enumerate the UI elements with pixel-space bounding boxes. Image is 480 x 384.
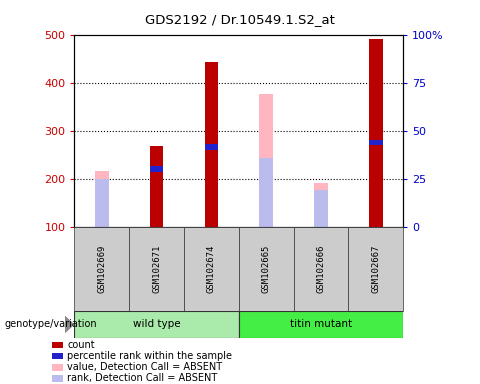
Text: GSM102674: GSM102674 (207, 245, 216, 293)
Text: percentile rank within the sample: percentile rank within the sample (67, 351, 232, 361)
Bar (314, 190, 328, 227)
Bar (150, 146, 164, 227)
Bar (204, 62, 218, 227)
Bar (129, 227, 184, 311)
Bar (52, 376, 63, 382)
Bar (52, 364, 63, 371)
Bar (294, 227, 348, 311)
Bar (259, 94, 273, 227)
Text: titin mutant: titin mutant (290, 319, 352, 329)
Bar (239, 227, 294, 311)
Bar (52, 353, 63, 359)
Bar (204, 144, 218, 150)
Bar (184, 227, 239, 311)
Text: GSM102671: GSM102671 (152, 245, 161, 293)
Text: GSM102667: GSM102667 (372, 245, 380, 293)
Text: wild type: wild type (133, 319, 180, 329)
Text: GSM102669: GSM102669 (97, 245, 106, 293)
Text: GDS2192 / Dr.10549.1.S2_at: GDS2192 / Dr.10549.1.S2_at (145, 13, 335, 26)
Bar (369, 40, 383, 227)
Bar (95, 179, 108, 227)
Text: count: count (67, 340, 95, 350)
Bar (150, 166, 164, 172)
Text: GSM102666: GSM102666 (316, 245, 325, 293)
Bar (74, 311, 239, 338)
Bar (369, 140, 383, 146)
Bar (52, 342, 63, 348)
Bar (239, 311, 403, 338)
Text: value, Detection Call = ABSENT: value, Detection Call = ABSENT (67, 362, 222, 372)
Bar (95, 171, 108, 227)
Bar (348, 227, 403, 311)
Polygon shape (65, 316, 73, 333)
Text: rank, Detection Call = ABSENT: rank, Detection Call = ABSENT (67, 374, 217, 384)
Bar (259, 158, 273, 227)
Text: GSM102665: GSM102665 (262, 245, 271, 293)
Bar (74, 227, 129, 311)
Text: genotype/variation: genotype/variation (5, 319, 97, 329)
Bar (314, 184, 328, 227)
